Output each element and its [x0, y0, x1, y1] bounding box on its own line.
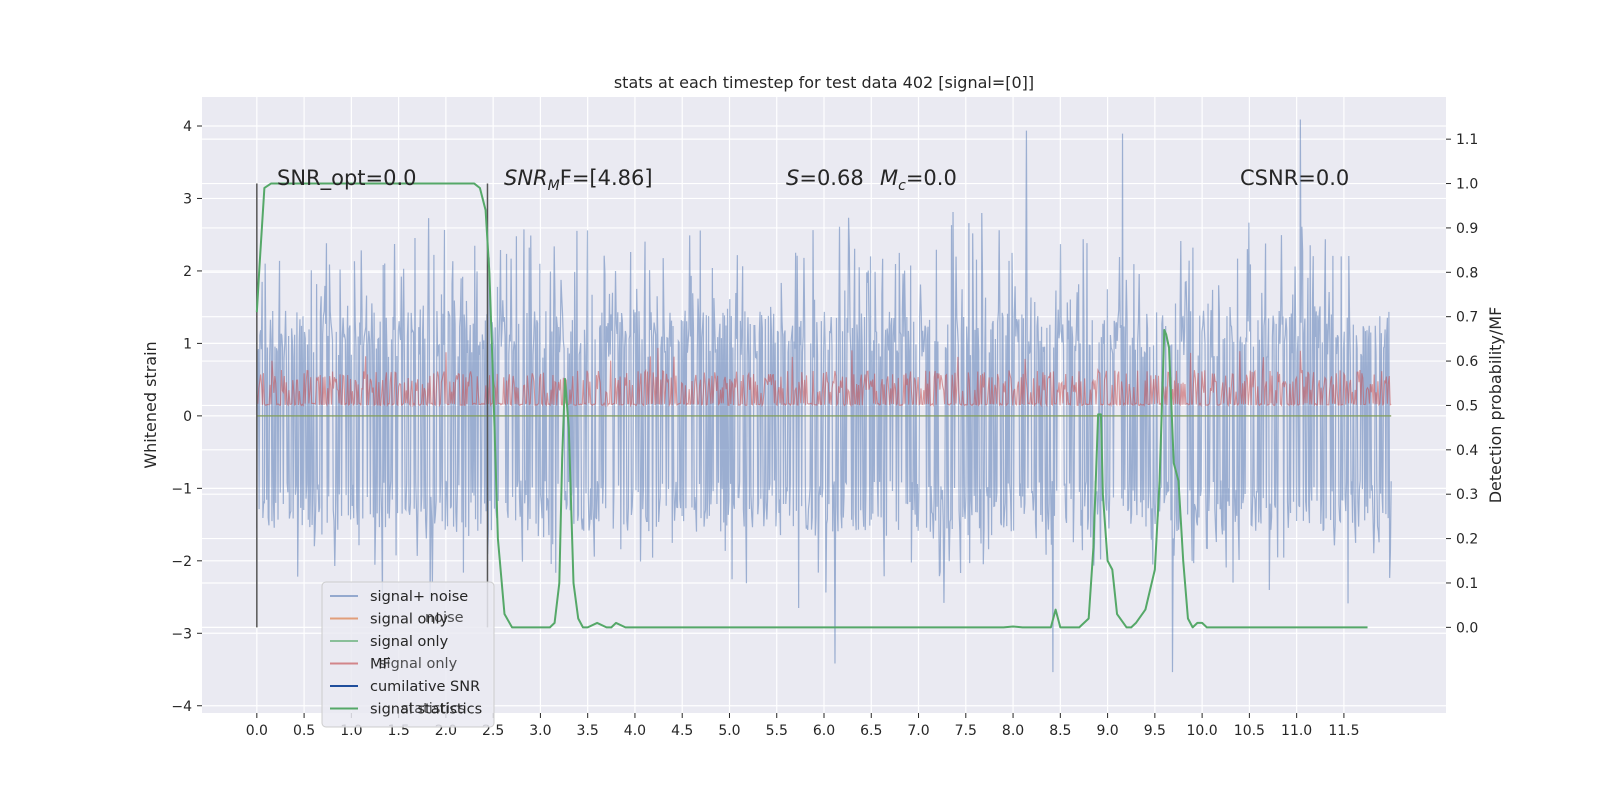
y-tick-label-left: −1 [171, 481, 192, 497]
x-tick-label: 11.5 [1328, 723, 1359, 739]
legend-label: signal only [370, 634, 449, 650]
y-tick-label-left: 1 [183, 336, 192, 352]
legend-label: MF [370, 657, 391, 673]
legend-frame [321, 581, 495, 728]
y-tick-label-right: 0.1 [1456, 576, 1478, 592]
mc-label: M [880, 166, 898, 190]
legend-label: signal only [370, 612, 449, 628]
x-tick-label: 5.0 [718, 723, 740, 739]
x-tick-label: 3.5 [577, 723, 599, 739]
y-tick-label-right: 0.2 [1456, 532, 1478, 548]
x-tick-label: 6.5 [860, 723, 882, 739]
y-tick-label-left: 3 [183, 191, 192, 207]
s-value: =0.68 [799, 166, 863, 190]
y-tick-label-left: 2 [183, 264, 192, 280]
x-tick-label: 0.5 [293, 723, 315, 739]
x-tick-label: 4.5 [671, 723, 693, 739]
y-tick-label-right: 1.1 [1456, 132, 1478, 148]
legend-ghost-label: signal only [379, 656, 458, 672]
x-tick-label: 8.5 [1049, 723, 1071, 739]
x-tick-label: 8.0 [1002, 723, 1024, 739]
y-tick-label-right: 0.5 [1456, 398, 1478, 414]
snr-mf-rest: F=[4.86] [560, 166, 653, 190]
annotation-csnr: CSNR=0.0 [1240, 166, 1349, 190]
s-label: S [786, 166, 799, 190]
x-tick-label: 7.0 [907, 723, 929, 739]
y-tick-label-left: −3 [171, 626, 192, 642]
mc-sub: c [898, 178, 906, 194]
y-tick-label-left: −4 [171, 699, 192, 715]
ticks: 0.0 0.5 1.0 1.5 2.0 2.5 3.0 3.5 4.0 4.5 5.0 5.5 6.0 6… [171, 119, 1478, 739]
x-tick-label: 9.5 [1144, 723, 1166, 739]
x-tick-label: 7.5 [955, 723, 977, 739]
y-tick-label-right: 0.3 [1456, 487, 1478, 503]
legend-label: signal+ noise [370, 589, 468, 605]
y-tick-label-left: −2 [171, 554, 192, 570]
x-tick-label: 11.0 [1281, 723, 1312, 739]
mc-value: =0.0 [906, 166, 957, 190]
plot-marks [255, 119, 1392, 673]
x-tick-label: 6.0 [813, 723, 835, 739]
snr-mf-base: SNR [504, 166, 548, 190]
y-tick-label-right: 0.0 [1456, 620, 1478, 636]
annotation-mc: Mc=0.0 [880, 166, 957, 194]
y-tick-label-right: 0.9 [1456, 221, 1478, 237]
y-axis-label-left: Whitened strain [141, 341, 160, 468]
y-tick-label-left: 0 [183, 409, 192, 425]
y-axis-label-right: Detection probability/MF [1486, 307, 1505, 504]
legend-label: signal statistics [370, 702, 482, 718]
annotation-s: S=0.68 [786, 166, 864, 190]
series-signal-statistics [255, 182, 1368, 629]
y-tick-label-right: 0.7 [1456, 310, 1478, 326]
x-tick-label: 0.0 [246, 723, 268, 739]
y-tick-label-left: 4 [183, 119, 192, 135]
legend-ghost-label: statistics [401, 701, 466, 717]
x-tick-label: 10.5 [1234, 723, 1265, 739]
series-mf [256, 347, 1392, 408]
x-tick-label: 9.0 [1096, 723, 1118, 739]
chart-title: stats at each timestep for test data 402… [614, 73, 1034, 92]
legend-ghost-label: noise [425, 610, 464, 626]
snr-mf-sub: M [548, 178, 560, 194]
x-tick-label: 10.0 [1187, 723, 1218, 739]
series-signal-noise [256, 119, 1392, 673]
annotation-snr-opt: SNR_opt=0.0 [277, 166, 417, 191]
legend-label: cumilative SNR [370, 679, 480, 695]
y-tick-label-right: 0.8 [1456, 265, 1478, 281]
x-tick-label: 4.0 [624, 723, 646, 739]
annotation-snr-mf: SNRMF=[4.86] [504, 166, 653, 194]
x-tick-label: 3.0 [529, 723, 551, 739]
x-tick-label: 5.5 [766, 723, 788, 739]
y-tick-label-right: 0.6 [1456, 354, 1478, 370]
y-tick-label-right: 1.0 [1456, 177, 1478, 193]
y-tick-label-right: 0.4 [1456, 443, 1478, 459]
